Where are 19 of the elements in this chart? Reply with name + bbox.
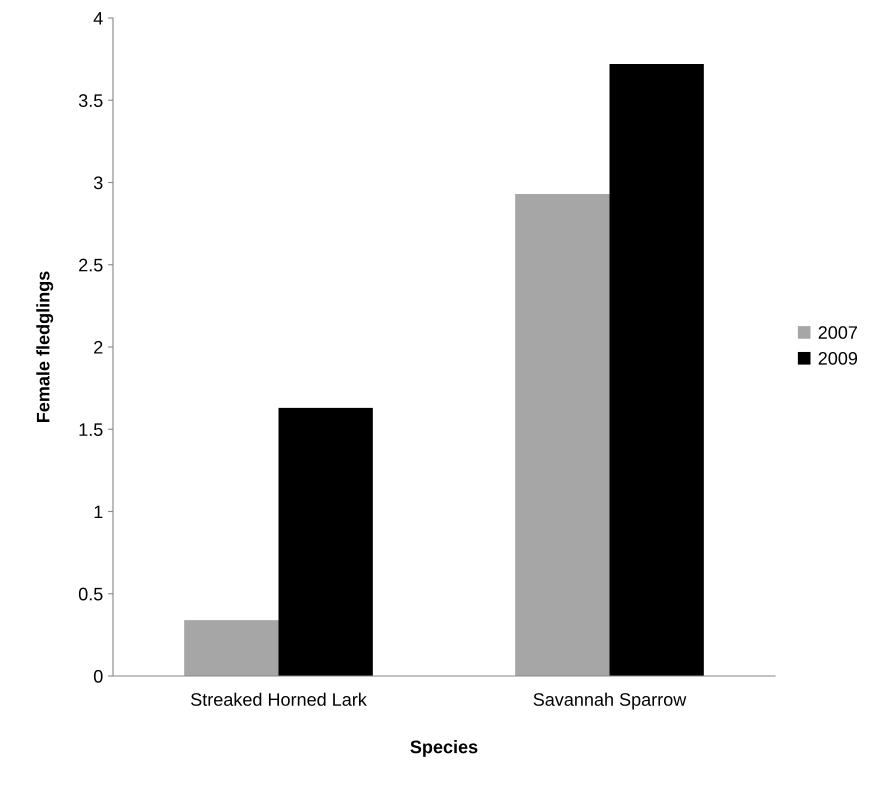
x-axis-title: Species bbox=[410, 740, 478, 757]
x-tick-label: Streaked Horned Lark bbox=[191, 692, 367, 706]
y-tick-label: 2.5 bbox=[79, 258, 103, 272]
y-tick-label: 3.5 bbox=[78, 94, 103, 107]
y-tick-label: 1.5 bbox=[80, 423, 103, 436]
y-tick-label: 1 bbox=[94, 506, 102, 518]
x-tick-label: Savannah Sparrow bbox=[534, 692, 686, 710]
bar bbox=[184, 620, 278, 676]
y-tick-label: 4 bbox=[94, 12, 103, 25]
y-tick-label: 0 bbox=[94, 670, 103, 683]
legend-label: 2009 bbox=[818, 352, 858, 365]
bar bbox=[610, 64, 704, 676]
y-tick-label: 0.5 bbox=[78, 588, 103, 600]
y-tick-label: 3 bbox=[94, 176, 102, 190]
legend-label: 2007 bbox=[818, 326, 857, 339]
bar bbox=[278, 408, 373, 676]
bar bbox=[515, 194, 610, 676]
y-axis-title: Female fledglings bbox=[36, 271, 54, 422]
y-tick-label: 2 bbox=[94, 340, 102, 354]
